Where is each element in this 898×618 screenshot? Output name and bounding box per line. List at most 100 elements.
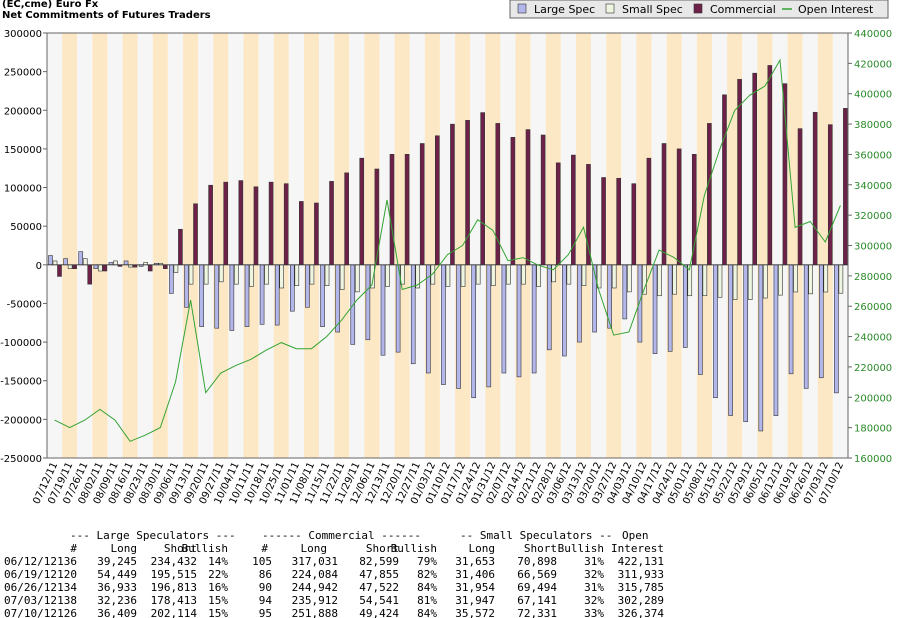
band-stripe — [213, 33, 229, 458]
bar — [536, 264, 541, 287]
table-cell: 32,236 — [97, 594, 137, 607]
bar — [48, 255, 53, 266]
bar — [320, 264, 325, 327]
y2-tick-label: 300000 — [854, 242, 892, 253]
bar — [773, 264, 779, 416]
table-cell: 251,888 — [292, 607, 338, 618]
bar — [63, 258, 68, 266]
table-cell: 15% — [208, 607, 228, 618]
bar — [294, 264, 300, 286]
bar — [555, 162, 561, 266]
bar — [72, 264, 77, 269]
table-cell: 202,114 — [151, 607, 198, 618]
bar — [395, 264, 401, 353]
table-column-header: Bullish — [558, 542, 604, 555]
table-cell: 14% — [208, 555, 228, 568]
table-cell: 22% — [208, 568, 228, 581]
table-cell: 54,449 — [97, 568, 137, 581]
bar — [456, 264, 461, 389]
table-column-header: Long — [469, 542, 496, 555]
y-tick-label: 0 — [36, 261, 42, 272]
table-cell: 49,424 — [359, 607, 399, 618]
band-stripe — [107, 33, 123, 458]
band-stripe — [183, 33, 199, 458]
table-column-header: Bullish — [391, 542, 437, 555]
table-cell: 126 — [57, 607, 77, 618]
band-stripe — [258, 33, 274, 458]
bar — [113, 260, 118, 266]
bar — [661, 143, 667, 266]
table-cell: 86 — [259, 568, 272, 581]
y-tick-label: 100000 — [4, 184, 42, 195]
table-cell: 33% — [584, 607, 604, 618]
legend-swatch — [517, 3, 527, 14]
band-stripe — [334, 33, 350, 458]
bar — [290, 264, 295, 312]
bar — [732, 264, 738, 300]
table-cell: 82% — [417, 568, 437, 581]
table-cell: 66,569 — [517, 568, 557, 581]
table-cell: 81% — [417, 594, 437, 607]
band-stripe — [545, 33, 561, 458]
table-cell: 32% — [584, 568, 604, 581]
y-tick-label: -50000 — [7, 299, 42, 310]
table-cell: 06/12/12 — [4, 555, 57, 568]
band-stripe — [621, 33, 637, 458]
bar — [324, 264, 330, 286]
legend-label: Open Interest — [798, 3, 874, 16]
band-stripe — [137, 33, 153, 458]
table-cell: 138 — [57, 594, 77, 607]
band-stripe — [198, 33, 214, 458]
bar — [506, 264, 511, 285]
band-stripe — [47, 33, 63, 458]
bar — [203, 264, 209, 285]
band-stripe — [319, 33, 335, 458]
bar — [229, 264, 235, 331]
bar — [631, 183, 637, 266]
bar — [713, 264, 718, 399]
bar — [717, 264, 723, 298]
y-tick-label: 250000 — [4, 68, 42, 79]
bar — [184, 264, 189, 308]
table-group-header: Open — [622, 529, 649, 542]
table-column-header: Long — [111, 542, 138, 555]
table-cell: 06/26/12 — [4, 581, 57, 594]
bar — [339, 264, 345, 290]
bar — [516, 264, 522, 378]
band-stripe — [575, 33, 592, 458]
table-column-header: Short — [366, 542, 399, 555]
table-cell: 06/19/12 — [4, 568, 57, 581]
bar — [253, 186, 259, 266]
bar — [238, 180, 244, 266]
table-cell: 94 — [259, 594, 273, 607]
table-cell: 69,494 — [517, 581, 557, 594]
table-column-header: # — [70, 542, 77, 555]
bar — [622, 264, 628, 320]
y2-tick-label: 400000 — [854, 90, 892, 101]
band-stripe — [243, 33, 259, 458]
bar — [490, 264, 496, 286]
bar — [223, 181, 229, 266]
table-column-header: Long — [301, 542, 328, 555]
bar — [283, 183, 289, 266]
bar — [365, 264, 371, 341]
bar — [827, 124, 833, 266]
bar — [546, 264, 552, 351]
bar — [188, 264, 194, 285]
bar — [691, 154, 697, 266]
band-stripe — [273, 33, 289, 458]
band-stripe — [77, 33, 93, 458]
y-tick-label: -150000 — [0, 377, 42, 388]
y2-tick-label: 420000 — [854, 59, 892, 70]
table-group-header: ------ Commercial ------ — [262, 529, 421, 542]
bar — [627, 264, 632, 293]
bar — [763, 264, 768, 299]
bar — [702, 264, 708, 297]
bar — [758, 264, 764, 432]
table-cell: 95 — [259, 607, 272, 618]
bar — [193, 203, 198, 266]
table-cell: 31% — [584, 555, 604, 568]
line — [54, 58, 841, 442]
table-cell: 72,331 — [517, 607, 557, 618]
table-cell: 90 — [259, 581, 272, 594]
